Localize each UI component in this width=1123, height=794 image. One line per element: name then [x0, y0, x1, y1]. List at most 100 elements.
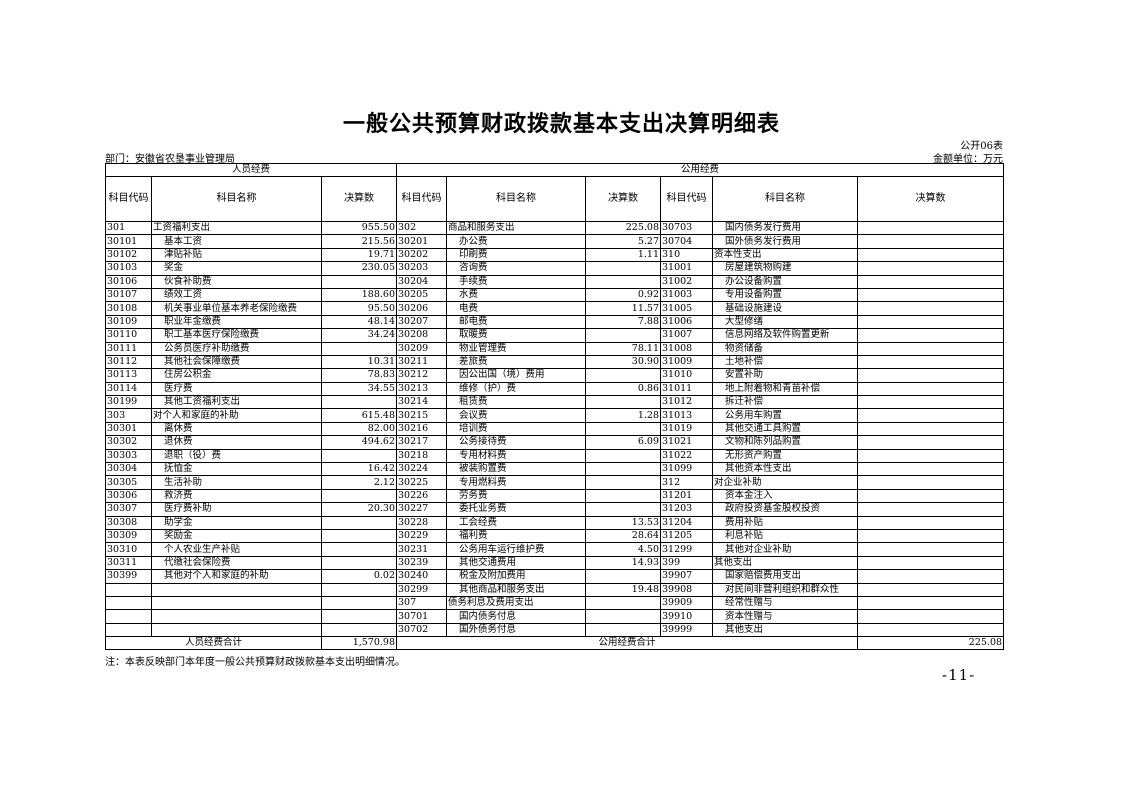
cell-name: 医疗费 [151, 381, 322, 397]
cell-amount [856, 555, 1005, 571]
cell-amount [585, 421, 661, 437]
cell-amount [585, 595, 661, 611]
cell-name: 对民间非营利组织和群众性 [712, 582, 858, 597]
cell-code: 31299 [660, 542, 713, 557]
cell-code: 39909 [660, 595, 713, 611]
cell-amount: 82.00 [321, 421, 397, 437]
cell-amount [585, 462, 661, 477]
cell-name: 房屋建筑物购建 [712, 261, 858, 276]
cell-code: 30108 [105, 301, 152, 316]
cell-code: 39910 [660, 609, 713, 624]
cell-amount [321, 542, 397, 557]
cell-code: 31007 [660, 328, 713, 343]
cell-name: 维修（护）费 [446, 381, 586, 397]
cell-amount [321, 515, 397, 530]
table-row: 30309 奖励金 30229 福利费 28.64 31205 利息补贴 [105, 528, 1005, 544]
cell-code [105, 622, 152, 638]
cell-name: 基本工资 [151, 234, 322, 249]
personnel-total-label: 人员经费合计 [105, 636, 322, 651]
cell-amount [585, 622, 661, 638]
code-header: 科目代码 [105, 176, 152, 222]
cell-code: 31009 [660, 354, 713, 370]
cell-code: 39907 [660, 569, 713, 584]
cell-name: 国内债务发行费用 [712, 220, 858, 236]
cell-name: 其他对个人和家庭的补助 [151, 569, 322, 584]
cell-name [151, 622, 322, 638]
cell-code: 30224 [396, 462, 447, 477]
cell-code: 30110 [105, 328, 152, 343]
cell-code: 31019 [660, 421, 713, 437]
group-header-row: 人员经费 公用经费 [105, 163, 1005, 177]
cell-amount [321, 274, 397, 289]
cell-code: 30225 [396, 475, 447, 490]
cell-amount [856, 301, 1005, 316]
cell-code: 31201 [660, 488, 713, 504]
personnel-header: 人员经费 [105, 163, 397, 177]
cell-name: 专用燃料费 [446, 475, 586, 490]
table-row: 303 对个人和家庭的补助 615.48 30215 会议费 1.28 31013 公务用车购… [105, 408, 1005, 423]
cell-amount: 225.08 [585, 220, 661, 236]
table-row: 30110 职工基本医疗保险缴费 34.24 30208 取暖费 31007 信息网络及软件… [105, 328, 1005, 343]
cell-code: 30305 [105, 475, 152, 490]
cell-amount [585, 475, 661, 490]
cell-code: 39999 [660, 622, 713, 638]
cell-code: 30215 [396, 408, 447, 423]
cell-code: 30308 [105, 515, 152, 530]
cell-amount [321, 341, 397, 356]
cell-amount: 30.90 [585, 354, 661, 370]
cell-code: 30227 [396, 502, 447, 517]
table-row: 30701 国内债务付息 39910 资本性赠与 [105, 609, 1005, 624]
cell-amount [585, 274, 661, 289]
cell-name: 政府投资基金股权投资 [712, 502, 858, 517]
cell-code: 30213 [396, 381, 447, 397]
cell-amount: 615.48 [321, 408, 397, 423]
cell-name: 信息网络及软件购置更新 [712, 328, 858, 343]
table-row: 30311 代缴社会保险费 30239 其他交通费用 14.93 399 其他支出 [105, 555, 1005, 571]
cell-amount [321, 528, 397, 544]
table-row: 30106 伙食补助费 30204 手续费 31002 办公设备购置 [105, 274, 1005, 289]
cell-name: 国外债务付息 [446, 622, 586, 638]
public-total-value: 225.08 [856, 636, 1005, 651]
cell-amount: 955.50 [321, 220, 397, 236]
cell-amount: 0.02 [321, 569, 397, 584]
cell-name: 其他支出 [712, 622, 858, 638]
cell-name: 奖励金 [151, 528, 322, 544]
cell-code: 30306 [105, 488, 152, 504]
public-total-label: 公用经费合计 [396, 636, 858, 651]
cell-code: 39908 [660, 582, 713, 597]
name-header: 科目名称 [151, 176, 322, 222]
cell-code: 30217 [396, 435, 447, 450]
cell-code: 30206 [396, 301, 447, 316]
cell-name: 专用设备购置 [712, 287, 858, 303]
cell-name: 会议费 [446, 408, 586, 423]
cell-code: 302 [396, 220, 447, 236]
cell-amount [856, 261, 1005, 276]
cell-code: 30201 [396, 234, 447, 249]
amount-header: 决算数 [856, 176, 1005, 222]
cell-code: 30703 [660, 220, 713, 236]
cell-name: 水费 [446, 287, 586, 303]
cell-amount: 13.53 [585, 515, 661, 530]
cell-code: 30212 [396, 368, 447, 383]
cell-code: 31002 [660, 274, 713, 289]
cell-amount: 7.88 [585, 314, 661, 330]
cell-amount [856, 368, 1005, 383]
cell-code: 30203 [396, 261, 447, 276]
cell-amount: 11.57 [585, 301, 661, 316]
table-row: 30306 救济费 30226 劳务费 31201 资本金注入 [105, 488, 1005, 504]
cell-name: 资本性支出 [712, 247, 858, 263]
cell-name: 工会经费 [446, 515, 586, 530]
cell-amount [585, 328, 661, 343]
unit-label: 金额单位：万元 [933, 154, 1003, 165]
cell-amount [856, 354, 1005, 370]
cell-code: 31001 [660, 261, 713, 276]
cell-amount [856, 515, 1005, 530]
table-row: 30702 国外债务付息 39999 其他支出 [105, 622, 1005, 638]
cell-code: 30309 [105, 528, 152, 544]
cell-name: 职工基本医疗保险缴费 [151, 328, 322, 343]
cell-code: 30207 [396, 314, 447, 330]
cell-amount: 95.50 [321, 301, 397, 316]
cell-amount: 10.31 [321, 354, 397, 370]
cell-code: 30310 [105, 542, 152, 557]
cell-name: 对企业补助 [712, 475, 858, 490]
